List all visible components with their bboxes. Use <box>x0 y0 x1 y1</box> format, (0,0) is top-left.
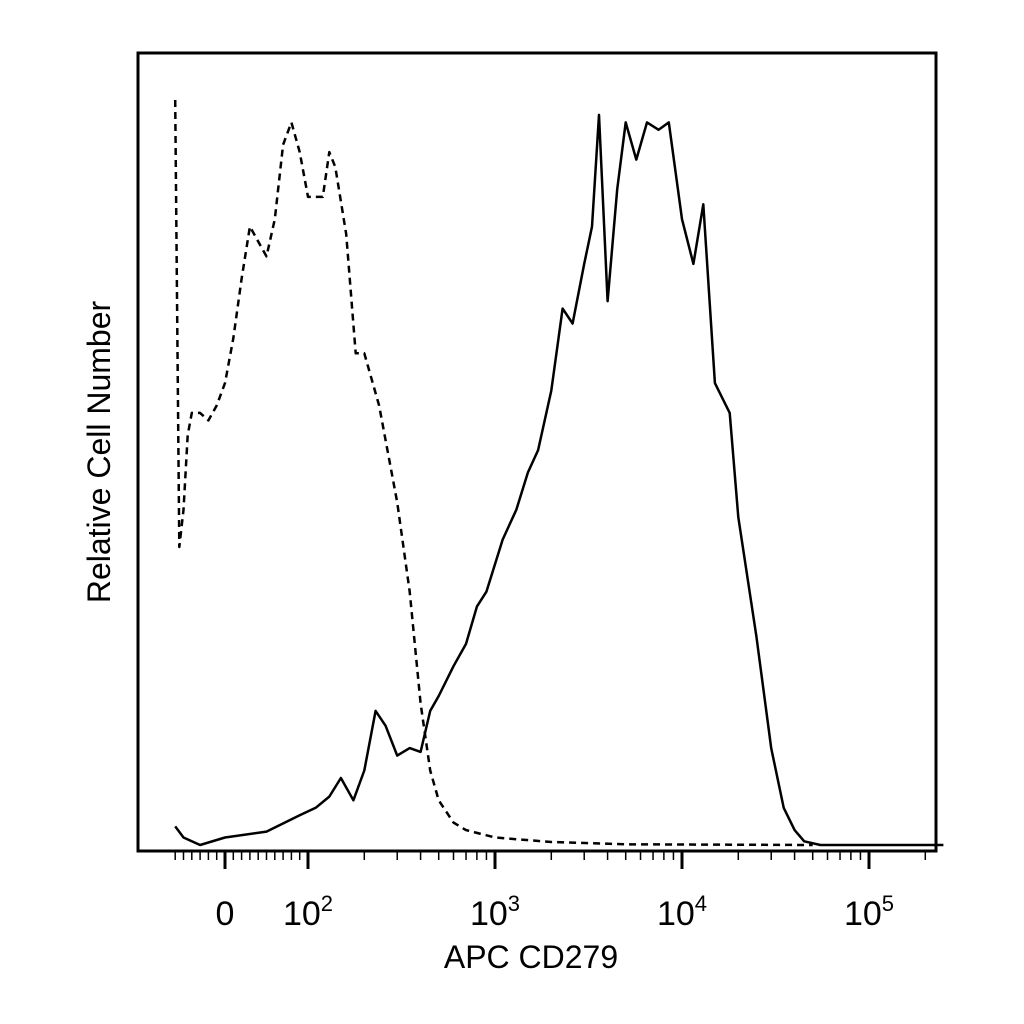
series-layer <box>173 99 944 847</box>
x-tick-label: 0 <box>216 895 235 933</box>
series-dashed-line <box>173 99 813 847</box>
x-tick-label: 105 <box>844 891 894 933</box>
series-solid-line <box>174 113 944 847</box>
x-tick-label: 102 <box>283 891 333 933</box>
x-tick-label: 104 <box>657 891 707 933</box>
x-tick-label: 103 <box>470 891 520 933</box>
plot-frame <box>136 51 938 853</box>
x-axis-major-ticks <box>223 851 871 869</box>
x-axis-tick-labels: 0 102 103 104 105 <box>216 891 895 933</box>
x-axis-label: APC CD279 <box>444 939 618 975</box>
x-axis-minor-ticks <box>174 851 927 860</box>
y-axis-label: Relative Cell Number <box>81 300 117 603</box>
